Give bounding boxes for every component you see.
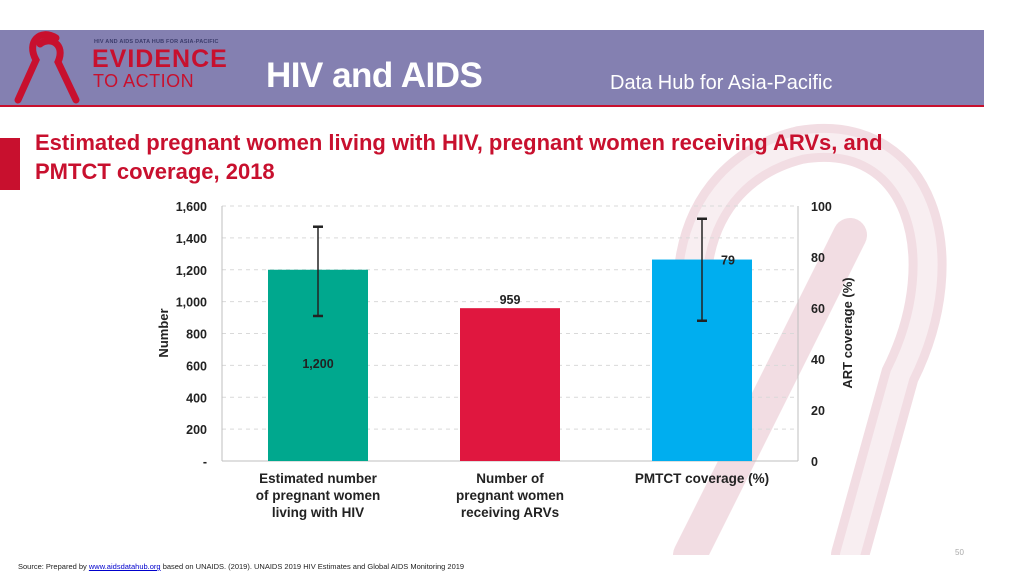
header-banner: HIV AND AIDS DATA HUB FOR ASIA-PACIFIC E… [0,30,984,107]
data-label: 959 [500,293,521,307]
left-tick-label: 1,400 [176,232,207,246]
source-footer: Source: Prepared by www.aidsdatahub.org … [18,562,464,571]
right-tick-label: 60 [811,302,825,316]
left-tick-label: 400 [186,391,207,405]
right-axis-title: ART coverage (%) [840,277,855,388]
category-label: pregnant women [456,488,564,503]
left-axis-title: Number [156,308,171,357]
source-prefix: Source: Prepared by [18,562,87,571]
logo-small-text: HIV AND AIDS DATA HUB FOR ASIA-PACIFIC [94,39,219,45]
logo: HIV AND AIDS DATA HUB FOR ASIA-PACIFIC E… [0,30,248,105]
right-tick-label: 20 [811,404,825,418]
title-accent-bar [0,138,20,190]
left-tick-label: 1,600 [176,200,207,214]
left-tick-label: 600 [186,359,207,373]
left-tick-label: 1,000 [176,296,207,310]
category-label: Number of [476,471,544,486]
right-tick-label: 100 [811,200,832,214]
category-label: living with HIV [272,505,364,520]
logo-to-action: TO ACTION [93,71,195,91]
right-tick-label: 40 [811,353,825,367]
right-tick-label: 80 [811,251,825,265]
right-tick-label: 0 [811,455,818,469]
logo-evidence: EVIDENCE [92,45,228,73]
left-tick-label: - [203,455,207,469]
data-label: 1,200 [302,357,333,371]
category-label: of pregnant women [256,488,381,503]
header-title: HIV and AIDS [266,56,483,95]
header-subtitle: Data Hub for Asia-Pacific [610,72,833,94]
red-ribbon-icon [14,31,80,104]
category-label: PMTCT coverage (%) [635,471,769,486]
source-suffix: based on UNAIDS. (2019). UNAIDS 2019 HIV… [162,562,465,571]
source-link[interactable]: www.aidsdatahub.org [88,562,161,571]
page-number: 50 [955,548,964,557]
left-tick-label: 200 [186,423,207,437]
slide-title: Estimated pregnant women living with HIV… [35,130,883,184]
category-label: receiving ARVs [461,505,559,520]
left-tick-label: 1,200 [176,264,207,278]
category-label: Estimated number [259,471,378,486]
left-tick-label: 800 [186,328,207,342]
bar [460,308,560,461]
data-label: 79 [721,254,735,268]
